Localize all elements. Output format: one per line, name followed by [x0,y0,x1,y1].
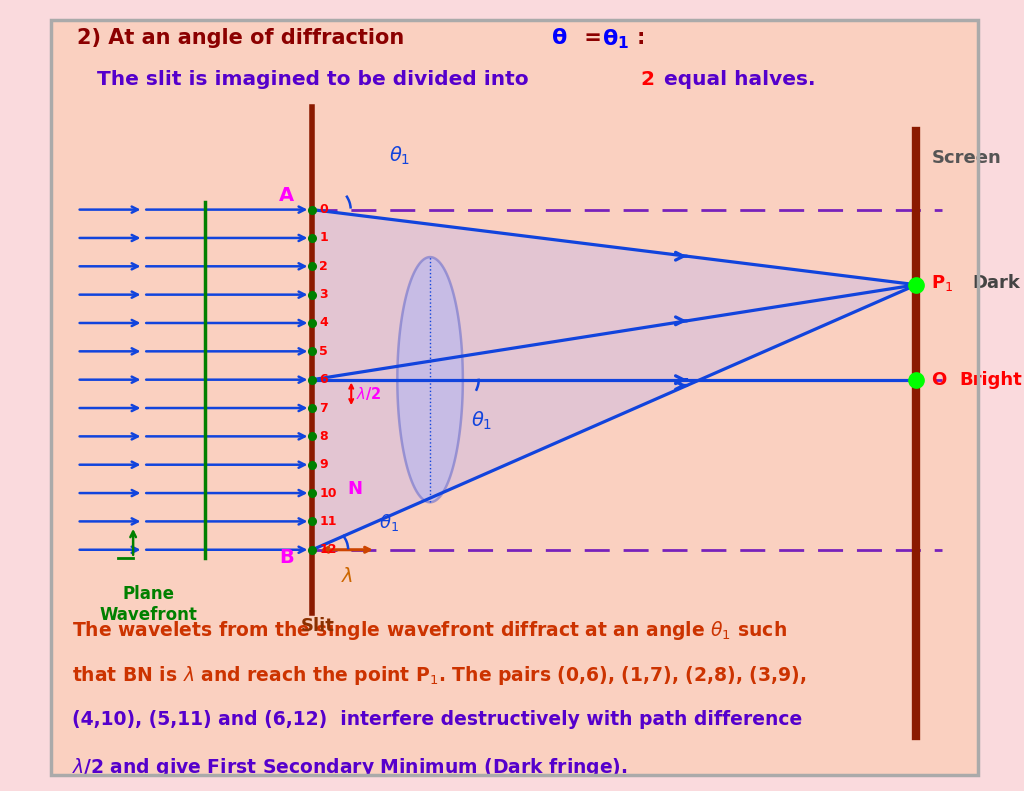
FancyBboxPatch shape [51,20,978,775]
Text: $\lambda$/2: $\lambda$/2 [356,385,381,403]
Text: :: : [637,28,645,47]
Text: $\bf{\theta}$: $\bf{\theta}$ [551,28,567,47]
Text: 5: 5 [319,345,329,358]
Text: Plane
Wavefront: Plane Wavefront [99,585,198,624]
Text: 6: 6 [319,373,328,386]
Text: P$_1$: P$_1$ [931,273,953,293]
Text: 9: 9 [319,458,328,471]
Polygon shape [312,210,916,550]
Text: 10: 10 [319,486,337,500]
Text: Dark: Dark [973,274,1021,292]
Text: 2: 2 [319,259,329,273]
Text: that BN is $\lambda$ and reach the point P$_1$. The pairs (0,6), (1,7), (2,8), (: that BN is $\lambda$ and reach the point… [72,664,806,687]
Text: Slit: Slit [300,617,335,635]
Text: =: = [577,28,608,47]
Text: O: O [931,371,946,388]
Text: 11: 11 [319,515,337,528]
Text: Bright: Bright [959,371,1022,388]
Text: 2) At an angle of diffraction: 2) At an angle of diffraction [77,28,412,47]
Text: $\bf{\theta_1}$: $\bf{\theta_1}$ [602,28,629,51]
Text: 1: 1 [319,232,329,244]
Text: (4,10), (5,11) and (6,12)  interfere destructively with path difference: (4,10), (5,11) and (6,12) interfere dest… [72,710,802,729]
Text: $\lambda$/2 and give First Secondary Minimum (Dark fringe).: $\lambda$/2 and give First Secondary Min… [72,756,628,779]
Polygon shape [397,257,463,502]
Text: N: N [348,480,362,498]
Text: $\theta_1$: $\theta_1$ [471,410,493,432]
Text: 2: 2 [640,70,654,89]
Text: $\theta_1$: $\theta_1$ [379,513,398,533]
Text: $\theta_1$: $\theta_1$ [389,145,411,167]
Text: equal halves.: equal halves. [657,70,816,89]
Text: 4: 4 [319,316,329,330]
Text: 0: 0 [319,203,329,216]
Text: 7: 7 [319,402,329,414]
Text: $\lambda$: $\lambda$ [341,567,353,586]
Text: 3: 3 [319,288,328,301]
Text: The slit is imagined to be divided into: The slit is imagined to be divided into [97,70,536,89]
Text: A: A [279,186,294,205]
Text: 12: 12 [319,543,337,556]
Text: The wavelets from the single wavefront diffract at an angle $\theta_1$ such: The wavelets from the single wavefront d… [72,619,786,642]
Text: 8: 8 [319,430,328,443]
Text: B: B [280,548,294,567]
Text: Screen: Screen [932,149,1001,167]
